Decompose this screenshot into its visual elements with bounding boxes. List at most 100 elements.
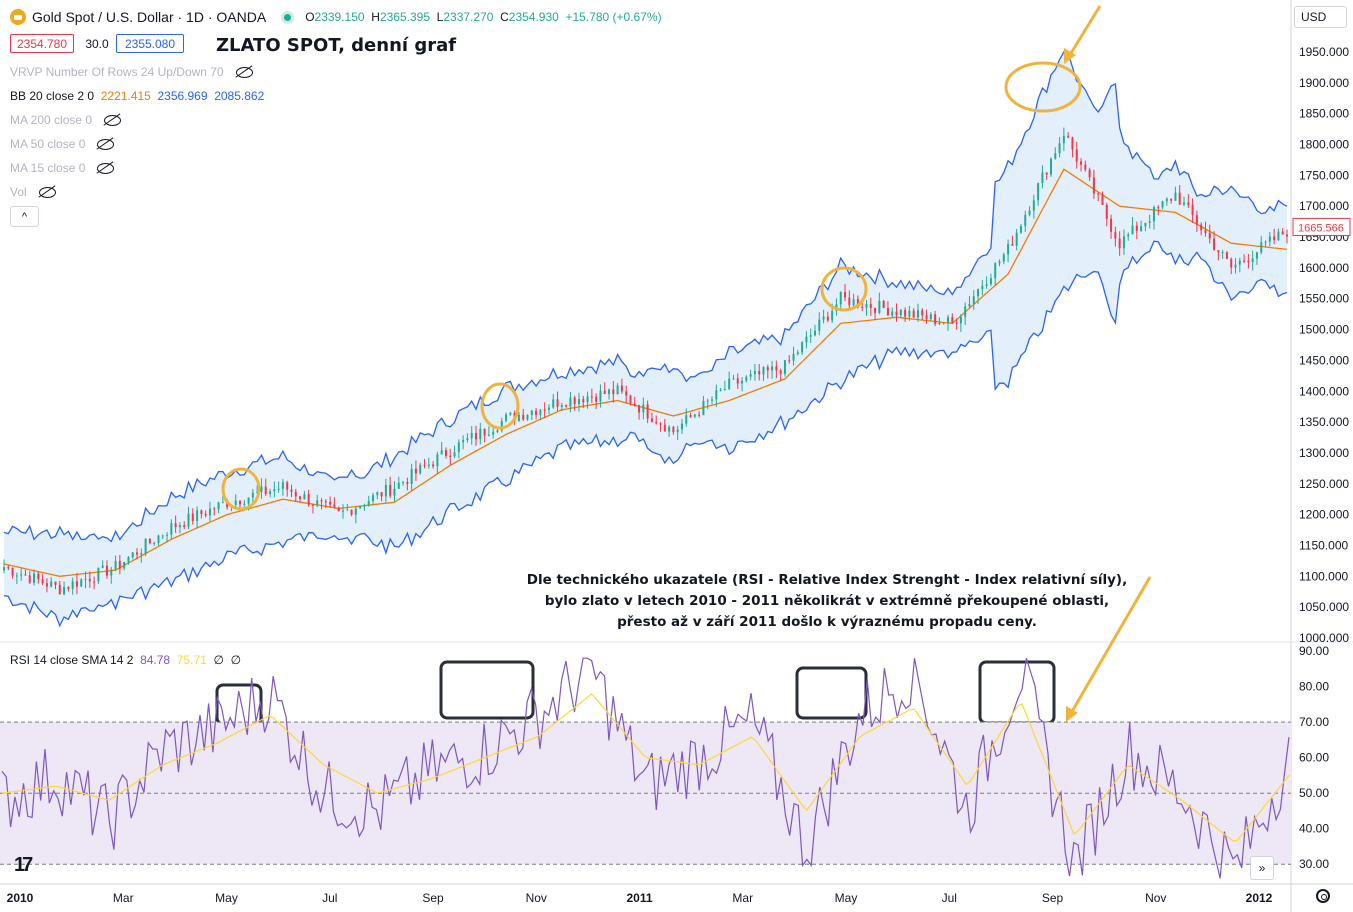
price-axis-tick-label: 1850.000 [1299,107,1349,121]
candle-body [1101,194,1104,205]
indicator-vol[interactable]: Vol [10,185,56,199]
hidden-eye-icon[interactable] [38,186,56,198]
candle-body [393,488,396,496]
candle-body [419,464,422,474]
rsi-highlight-box [795,666,868,720]
candle-body [350,509,353,515]
candle-body [539,409,542,415]
candle-body [1058,143,1061,154]
candle-body [449,455,452,457]
hidden-eye-icon[interactable] [104,114,122,126]
currency-selector[interactable]: USD [1294,6,1347,28]
bollinger-basis-line [3,168,1288,577]
indicator-vrvp[interactable]: VRVP Number Of Rows 24 Up/Down 70 [10,65,253,79]
candle-body [153,542,156,544]
candle-body [985,284,988,286]
rsi-axis-tick-label: 40.00 [1299,822,1329,836]
price-axis-tick-label: 1500.000 [1299,323,1349,337]
candle-body [685,415,688,424]
candle-body [492,431,495,435]
candle-body [904,309,907,317]
symbol-header[interactable]: Gold Spot / U.S. Dollar · 1D · OANDA O23… [10,7,662,27]
highlight-circle [1004,61,1082,113]
candle-body [1165,198,1168,202]
candle-body [226,502,229,508]
rsi-annotation-text: Dle technického ukazatele (RSI - Relativ… [508,570,1146,633]
candle-body [479,428,482,440]
indicator-ma50[interactable]: MA 50 close 0 [10,137,115,151]
buy-price-button[interactable]: 2355.080 [116,34,184,53]
candle-body [852,299,855,306]
rsi-legend[interactable]: RSI 14 close SMA 14 2 84.78 75.71 ∅ ∅ [10,653,241,667]
candle-body [1131,225,1134,235]
candle-body [642,404,645,413]
candle-body [260,486,263,492]
candle-body [166,534,169,536]
candle-body [886,308,889,316]
gear-icon[interactable] [1316,889,1330,903]
candle-body [346,509,349,511]
price-axis-tick-label: 1400.000 [1299,384,1349,398]
candle-body [599,390,602,402]
candle-body [389,484,392,496]
candle-body [775,366,778,371]
indicator-ma200[interactable]: MA 200 close 0 [10,113,122,127]
candle-body [470,432,473,439]
tradingview-logo-icon[interactable]: 17 [14,854,33,876]
candle-body [1152,207,1155,222]
price-axis-tick-label: 1950.000 [1299,45,1349,59]
candle-body [1195,215,1198,225]
candle-body [475,432,478,440]
candle-body [573,397,576,404]
candle-body [663,424,666,432]
candle-body [839,292,842,305]
candle-body [264,486,267,494]
price-axis-tick-label: 1000.000 [1299,631,1349,645]
arrow-line [1068,576,1152,716]
candle-body [170,523,173,535]
indicator-bb[interactable]: BB 20 close 2 0 2221.415 2356.969 2085.8… [10,89,264,103]
candle-body [37,573,40,580]
hidden-eye-icon[interactable] [235,66,253,78]
candle-body [762,367,765,375]
scroll-to-realtime-button[interactable]: » [1250,856,1274,880]
candle-body [1174,192,1177,201]
candle-body [269,491,272,494]
candle-body [590,396,593,398]
candle-body [796,352,799,355]
candle-body [63,587,66,595]
candle-body [702,401,705,416]
hidden-eye-icon[interactable] [97,138,115,150]
sell-price-button[interactable]: 2354.780 [10,34,74,53]
candle-body [432,464,435,467]
candle-body [410,468,413,484]
collapse-legend-button[interactable]: ^ [10,206,39,227]
candle-body [105,565,108,576]
candle-body [711,399,714,401]
candle-body [363,505,366,507]
candle-body [1187,202,1190,205]
candle-body [384,484,387,497]
candle-body [1148,221,1151,223]
candle-body [1007,243,1010,255]
candle-body [856,299,859,308]
time-axis-tick-label: Mar [113,891,134,905]
candle-body [633,403,636,406]
candle-body [174,523,177,528]
time-axis-tick-label: Nov [1145,891,1166,905]
candle-body [131,552,134,558]
indicator-ma15[interactable]: MA 15 close 0 [10,161,115,175]
candle-body [908,310,911,317]
rsi-axis-tick-label: 70.00 [1299,715,1329,729]
hidden-eye-icon[interactable] [97,162,115,174]
candle-body [878,301,881,313]
candle-body [844,292,847,298]
highlight-circle [480,382,520,430]
candle-body [977,289,980,297]
candle-body [603,390,606,395]
annotation-line-1: Dle technického ukazatele (RSI - Relativ… [526,572,1128,588]
candle-body [1105,204,1108,219]
candle-body [1067,135,1070,138]
candle-body [41,579,44,584]
